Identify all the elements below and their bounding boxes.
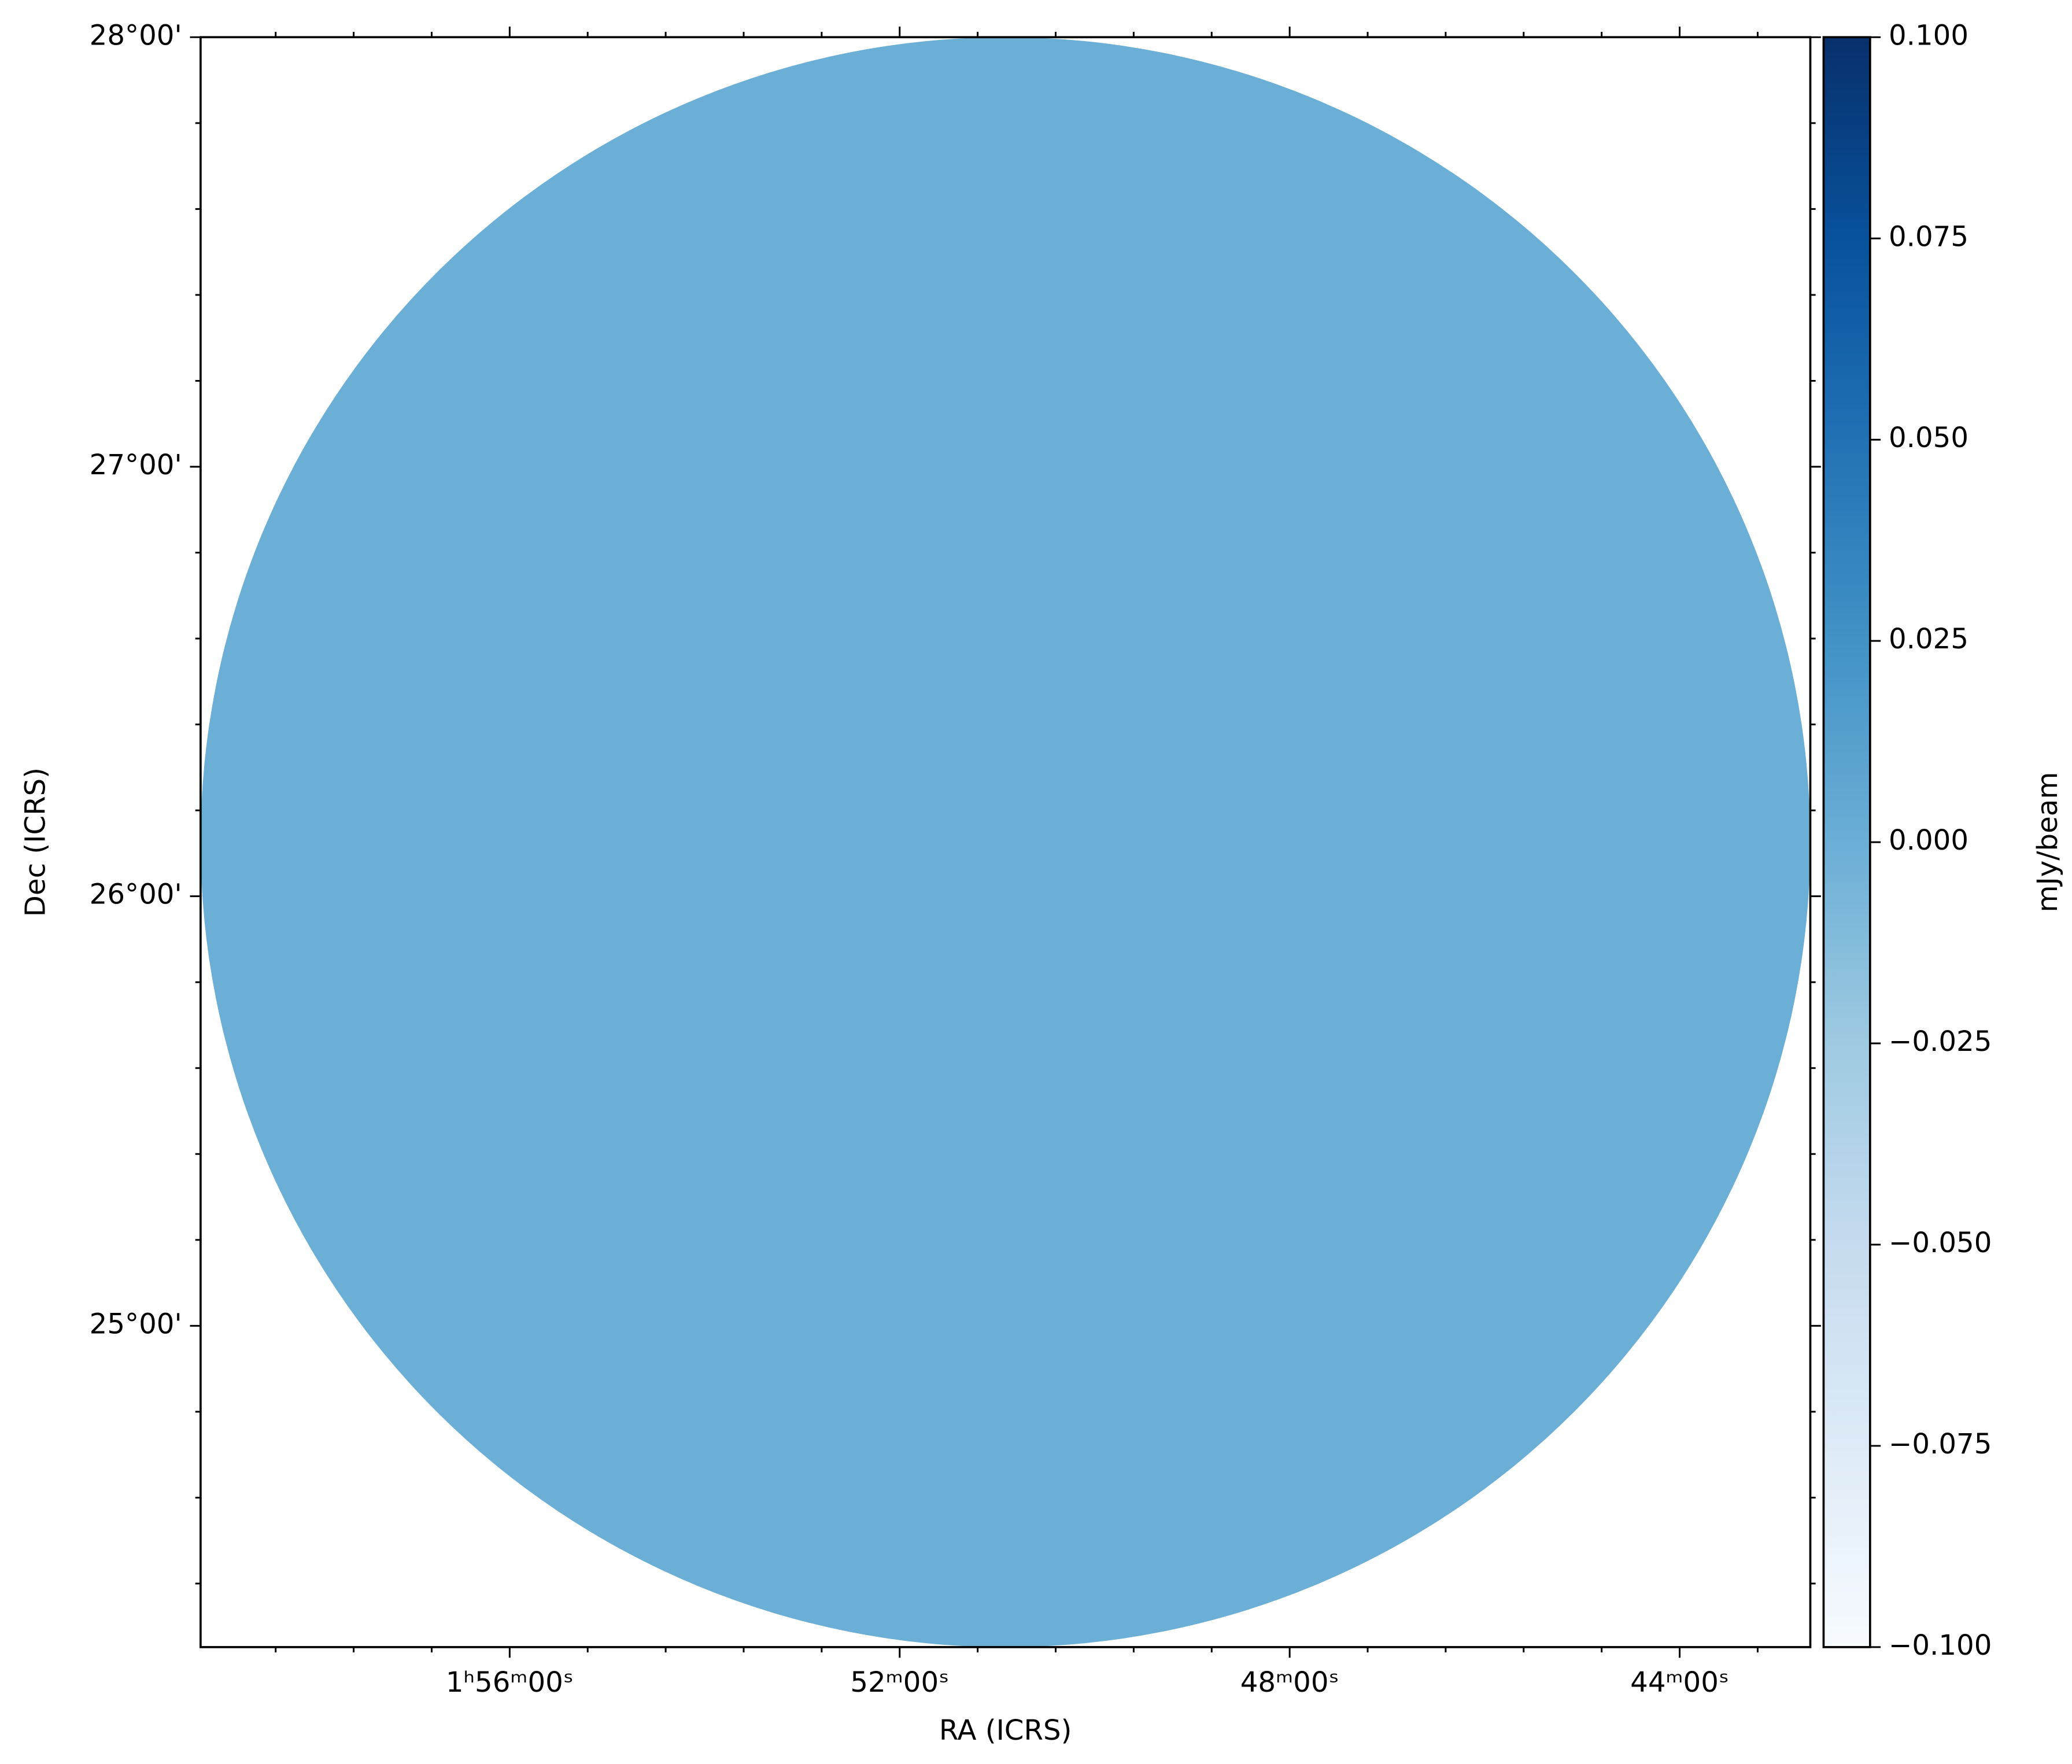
colorbar-tick-label: 0.100 <box>1889 19 1968 51</box>
colorbar-label: mJy/beam <box>2032 772 2064 913</box>
sky-image <box>201 37 1811 1647</box>
x-tick-label: 1ʰ56ᵐ00ˢ <box>446 1666 574 1699</box>
y-tick-label: 27°00' <box>90 449 182 481</box>
colorbar-tick-label: −0.050 <box>1889 1227 1992 1259</box>
colorbar-tick-label: 0.050 <box>1889 422 1968 454</box>
colorbar-tick-label: −0.075 <box>1889 1428 1992 1460</box>
colorbar-tick-label: 0.000 <box>1889 824 1968 857</box>
x-axis-label: RA (ICRS) <box>939 1714 1072 1747</box>
y-axis-label: Dec (ICRS) <box>19 767 51 917</box>
colorbar-tick-label: 0.075 <box>1889 220 1968 253</box>
colorbar-tick-label: −0.100 <box>1889 1629 1992 1662</box>
plot-frame <box>200 36 1812 1648</box>
x-tick-label: 48ᵐ00ˢ <box>1240 1666 1339 1699</box>
x-tick-label: 52ᵐ00ˢ <box>850 1666 949 1699</box>
y-tick-label: 28°00' <box>90 19 182 51</box>
y-tick-label: 25°00' <box>90 1308 182 1340</box>
colorbar <box>1822 36 1871 1648</box>
x-tick-label: 44ᵐ00ˢ <box>1630 1666 1729 1699</box>
colorbar-tick-label: −0.025 <box>1889 1025 1992 1058</box>
colorbar-tick-label: 0.025 <box>1889 623 1968 655</box>
y-tick-label: 26°00' <box>90 879 182 911</box>
